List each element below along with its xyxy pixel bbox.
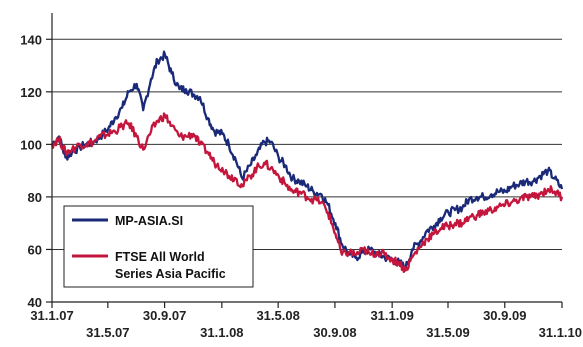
series-lines: [50, 50, 564, 274]
y-tick-label: 100: [20, 137, 42, 152]
x-tick-label: 31.1.07: [30, 308, 73, 323]
x-tick-label: 31.5.07: [86, 325, 129, 340]
y-tick-label: 140: [20, 32, 42, 47]
x-tick-label: 30.9.09: [483, 308, 526, 323]
x-tick-label: 30.9.07: [143, 308, 186, 323]
x-tick-label: 31.5.09: [426, 325, 469, 340]
series-line: [51, 50, 564, 272]
legend-label: MP-ASIA.SI: [115, 214, 183, 228]
y-tick-label: 60: [28, 242, 42, 257]
x-tick-label: 31.1.08: [200, 325, 243, 340]
y-tick-label: 80: [28, 190, 42, 205]
x-tick-label: 31.1.10: [539, 325, 582, 340]
legend: MP-ASIA.SI FTSE All World Series Asia Paci…: [63, 205, 254, 288]
x-tick-label: 30.9.08: [313, 325, 356, 340]
legend-label: Series Asia Pacific: [115, 267, 226, 281]
y-tick-label: 120: [20, 85, 42, 100]
y-tick-label: 40: [28, 295, 42, 310]
legend-label: FTSE All World: [115, 250, 205, 264]
axes: [46, 13, 563, 308]
series-line: [50, 112, 564, 274]
x-tick-label: 31.5.08: [256, 308, 299, 323]
x-tick-label: 31.1.09: [370, 308, 413, 323]
y-tick-labels: 40 60 80 100 120 140: [20, 32, 42, 310]
x-tick-labels: 31.1.07 31.5.07 30.9.07 31.1.08 31.5.08 30.9.…: [30, 308, 582, 340]
